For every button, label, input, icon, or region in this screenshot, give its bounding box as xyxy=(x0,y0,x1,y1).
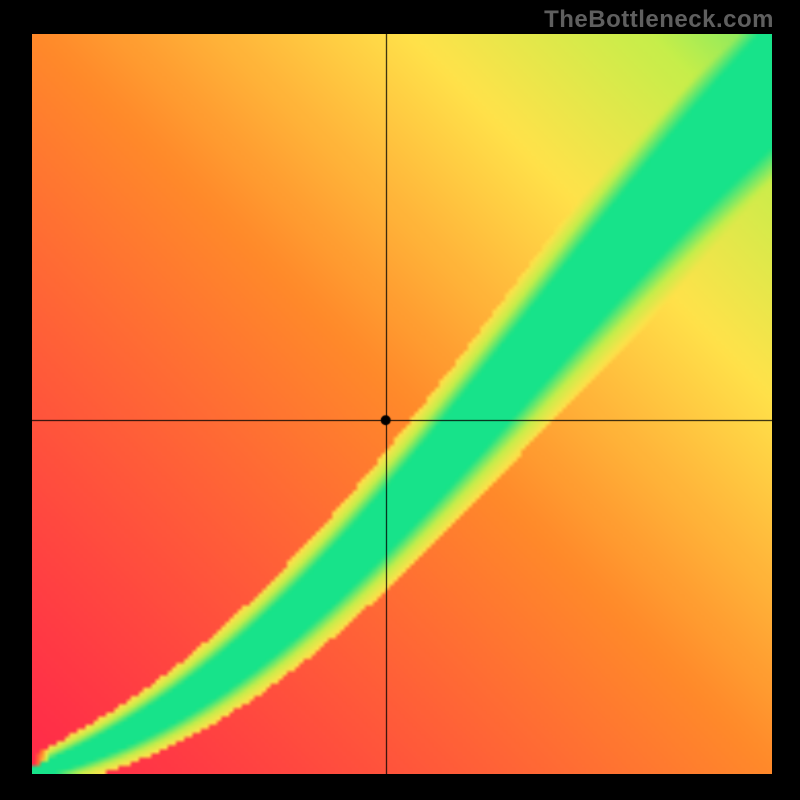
watermark-text: TheBottleneck.com xyxy=(544,6,774,34)
bottleneck-heatmap xyxy=(32,34,772,774)
chart-container: TheBottleneck.com xyxy=(0,0,800,800)
